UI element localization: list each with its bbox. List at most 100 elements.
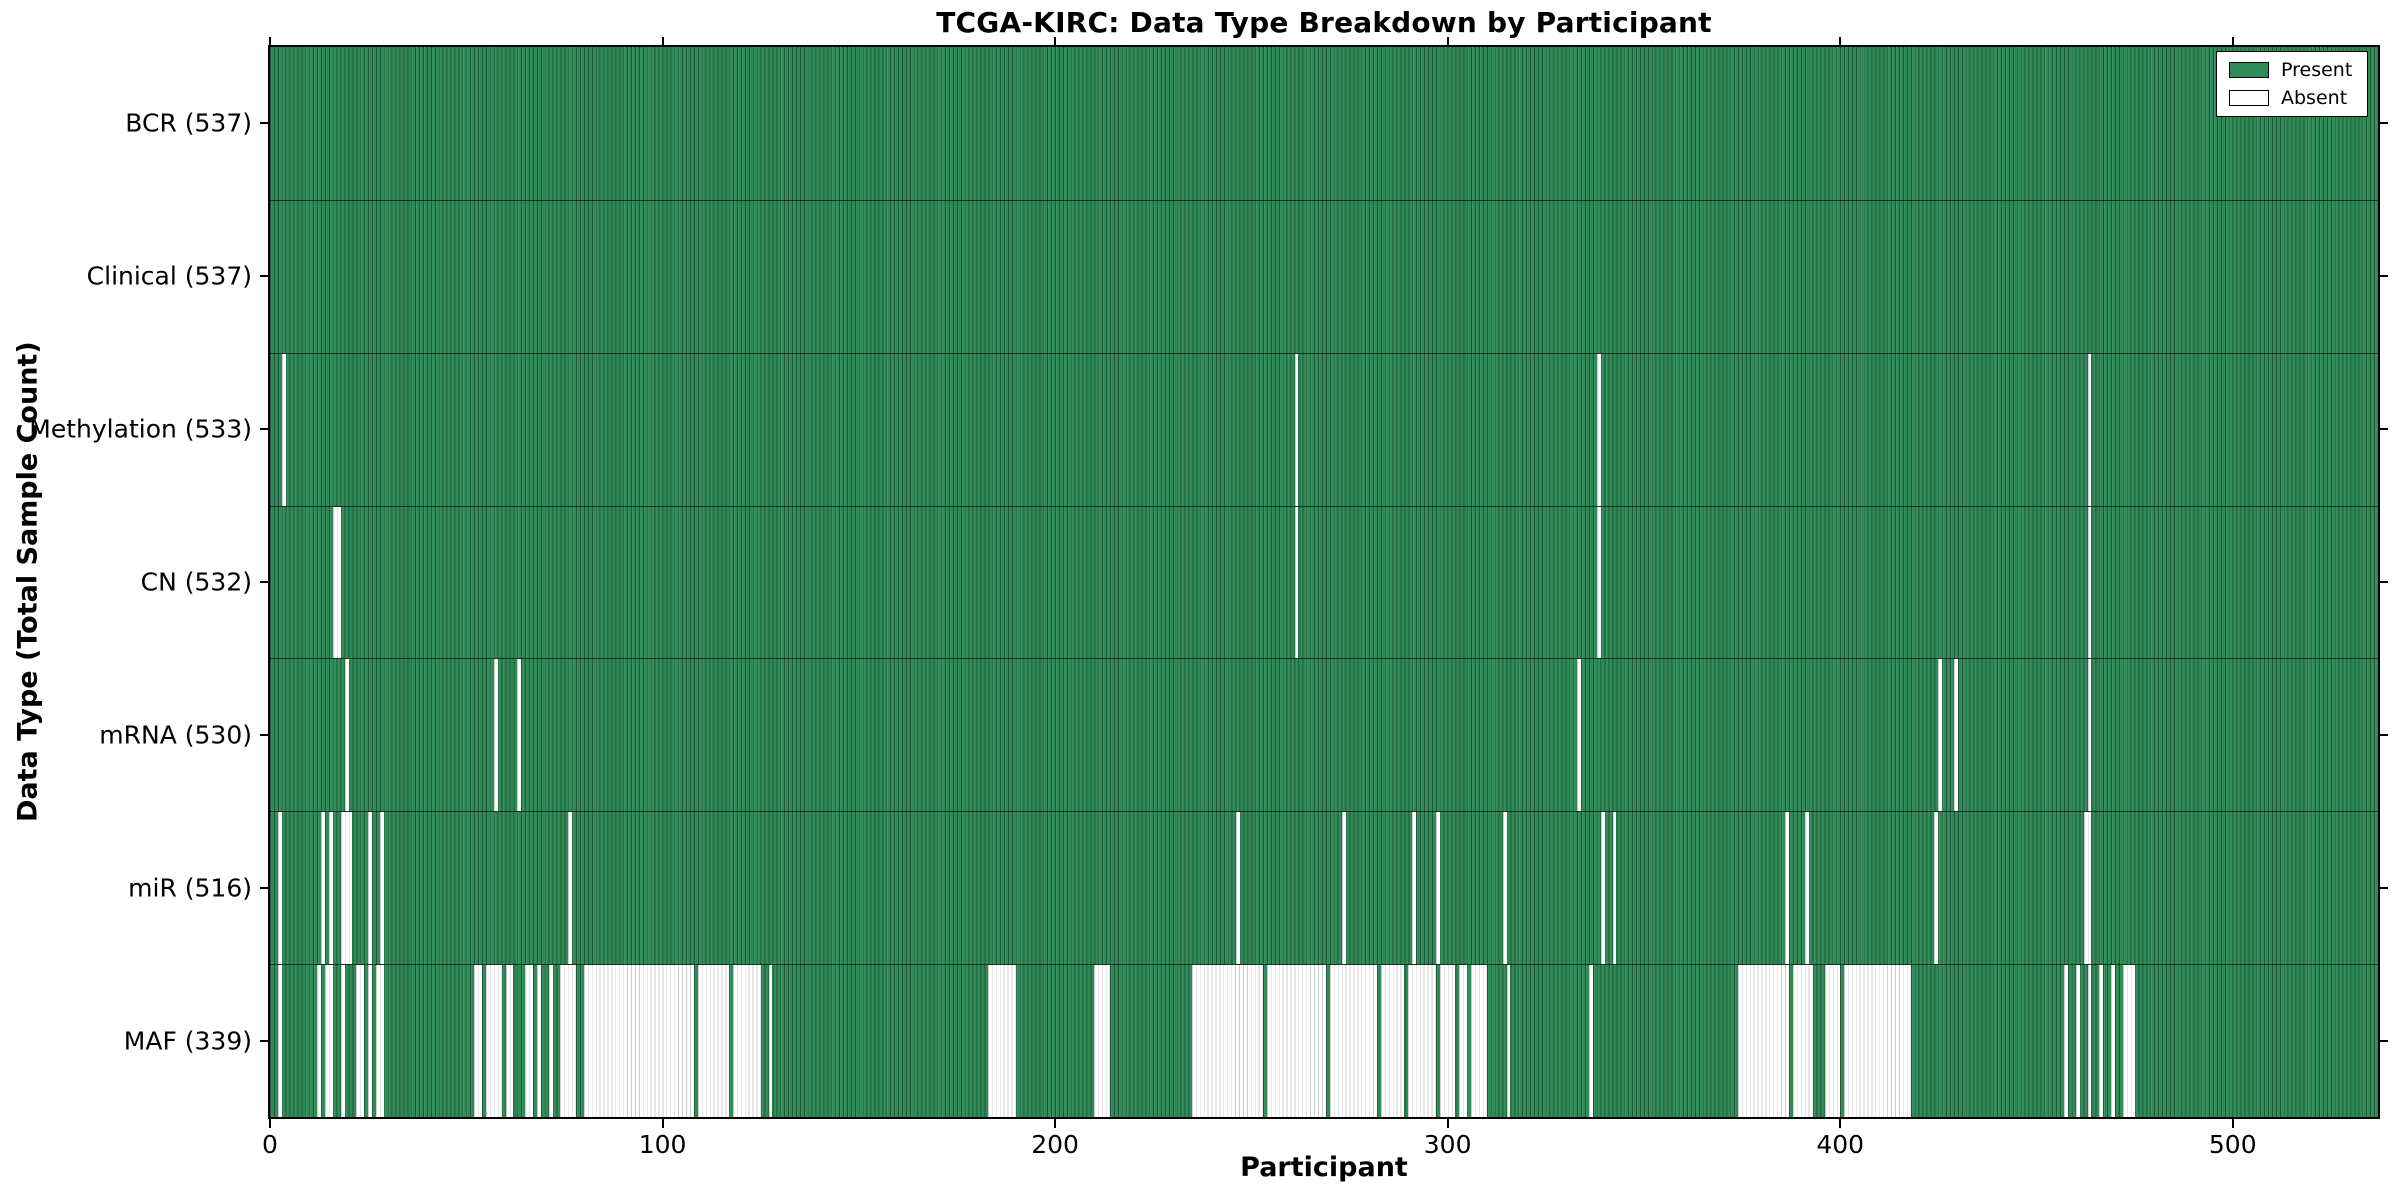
- x-tick-mark: [1054, 1119, 1057, 1128]
- legend-entry-present: Present: [2229, 59, 2367, 81]
- y-tick-mark: [2380, 733, 2388, 736]
- heatmap-row-mRNA: [270, 658, 2378, 812]
- absent-bar: [505, 965, 514, 1117]
- absent-bar: [375, 965, 384, 1117]
- absent-bar: [2083, 812, 2092, 965]
- absent-bar: [536, 965, 541, 1117]
- absent-bar: [560, 965, 577, 1117]
- x-tick-mark: [1839, 37, 1842, 45]
- absent-bar: [1408, 965, 1436, 1117]
- absent-bar: [328, 812, 333, 965]
- absent-bar: [277, 965, 282, 1117]
- heatmap-row-MAF: [270, 964, 2378, 1117]
- x-tick-mark: [661, 37, 664, 45]
- absent-bar: [1294, 506, 1299, 659]
- absent-bar: [1502, 812, 1507, 965]
- absent-bar: [768, 965, 773, 1117]
- absent-bar: [2075, 965, 2080, 1117]
- heatmap-row-BCR: [270, 47, 2378, 200]
- absent-bar: [1506, 965, 1511, 1117]
- x-tick-mark: [2231, 1119, 2234, 1128]
- x-tick-mark: [269, 1119, 271, 1128]
- y-tick-mark: [260, 581, 268, 583]
- absent-bar: [493, 659, 498, 812]
- absent-bar: [368, 965, 373, 1117]
- y-tick-label-Clinical: Clinical (537): [86, 261, 252, 291]
- y-tick-mark: [2380, 428, 2388, 431]
- y-tick-mark: [2380, 1039, 2388, 1042]
- y-tick-mark: [2380, 122, 2388, 125]
- y-tick-label-MAF: MAF (339): [123, 1026, 252, 1056]
- x-tick-mark: [1446, 1119, 1449, 1128]
- absent-bar: [1588, 965, 1593, 1117]
- absent-bar: [1954, 659, 1958, 812]
- absent-bar: [1793, 965, 1813, 1117]
- absent-bar: [1094, 965, 1111, 1117]
- x-tick-label-100: 100: [638, 1130, 687, 1159]
- absent-bar: [2099, 965, 2104, 1117]
- absent-bar: [1459, 965, 1468, 1117]
- absent-bar: [697, 965, 730, 1117]
- absent-bar: [1804, 812, 1809, 965]
- absent-bar: [2087, 506, 2092, 659]
- x-tick-label-200: 200: [1031, 1130, 1079, 1159]
- absent-bar: [1235, 812, 1240, 965]
- absent-bar: [1439, 965, 1456, 1117]
- absent-bar: [1294, 353, 1299, 506]
- absent-bar: [988, 965, 1016, 1117]
- absent-bar: [332, 506, 341, 659]
- y-tick-mark: [260, 275, 268, 278]
- absent-bar: [1824, 965, 1841, 1117]
- x-tick-label-500: 500: [2208, 1130, 2257, 1159]
- absent-bar: [1785, 812, 1790, 965]
- y-tick-label-Methylation: Methylation (533): [29, 414, 252, 444]
- absent-bar: [568, 812, 573, 965]
- absent-bar: [321, 812, 325, 965]
- x-axis-label: Participant: [1240, 1152, 1408, 1183]
- y-tick-mark: [2380, 886, 2388, 889]
- heatmap-row-Clinical: [270, 199, 2378, 353]
- legend-present-swatch: [2229, 62, 2269, 78]
- absent-bar: [1471, 965, 1487, 1117]
- y-tick-mark: [260, 428, 268, 431]
- y-tick-label-miR: miR (516): [128, 873, 252, 903]
- x-tick-mark: [2231, 37, 2234, 45]
- legend-absent-swatch: [2229, 90, 2269, 106]
- absent-bar: [2122, 965, 2135, 1117]
- absent-bar: [474, 965, 482, 1117]
- absent-bar: [584, 965, 694, 1117]
- heatmap-rows: [270, 47, 2378, 1117]
- absent-bar: [1844, 965, 1911, 1117]
- absent-bar: [1596, 353, 1601, 506]
- absent-bar: [340, 965, 345, 1117]
- x-tick-label-300: 300: [1423, 1130, 1472, 1159]
- absent-bar: [281, 353, 286, 506]
- absent-bar: [485, 965, 502, 1117]
- y-tick-mark: [260, 122, 268, 125]
- y-tick-mark: [2380, 275, 2388, 278]
- absent-bar: [1341, 812, 1346, 965]
- absent-bar: [1600, 812, 1605, 965]
- y-tick-label-CN: CN (532): [140, 567, 252, 597]
- heatmap-row-miR: [270, 811, 2378, 965]
- heatmap-row-CN: [270, 505, 2378, 659]
- x-tick-mark: [269, 37, 271, 45]
- absent-bar: [1612, 812, 1617, 965]
- x-tick-mark: [1054, 37, 1057, 45]
- absent-bar: [2087, 965, 2092, 1117]
- absent-bar: [1435, 812, 1440, 965]
- absent-bar: [1938, 659, 1943, 812]
- absent-bar: [1934, 812, 1939, 965]
- heatmap-row-Methylation: [270, 352, 2378, 506]
- absent-bar: [1380, 965, 1405, 1117]
- y-tick-mark: [260, 886, 268, 889]
- legend-entry-absent: Absent: [2229, 87, 2367, 109]
- absent-bar: [2087, 353, 2092, 506]
- absent-bar: [548, 965, 553, 1117]
- absent-bar: [356, 965, 365, 1117]
- absent-bar: [1329, 965, 1377, 1117]
- x-tick-mark: [1839, 1119, 1842, 1128]
- chart-title: TCGA-KIRC: Data Type Breakdown by Partic…: [936, 6, 1712, 39]
- x-tick-mark: [661, 1119, 664, 1128]
- absent-bar: [2087, 659, 2092, 812]
